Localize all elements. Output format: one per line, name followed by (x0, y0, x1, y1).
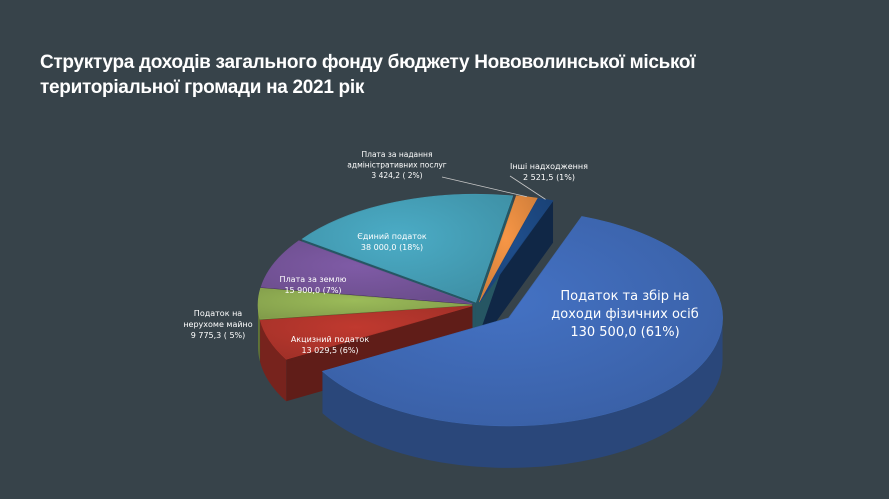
slice-label: Податок на нерухоме майно 9 775,3 ( 5%) (183, 309, 252, 340)
slice-label: Єдиний податок 38 000,0 (18%) (357, 232, 427, 252)
slice-label-name: Податок на (194, 309, 243, 318)
pie-slice (257, 287, 473, 320)
slice-value: 3 424,2 (371, 171, 402, 180)
slice-label-name: нерухоме майно (183, 320, 252, 329)
slice-label: Податок та збір на доходи фізичних осіб 13… (551, 289, 698, 340)
slice-label-name: Акцизний податок (291, 335, 369, 344)
slice-label-value: 130 500,0 (61%) (570, 325, 679, 340)
slice-percent: ( 5%) (224, 331, 245, 340)
slice-label: Акцизний податок 13 029,5 (6%) (291, 335, 369, 355)
slice-value: 13 029,5 (301, 346, 339, 355)
slice-label: Плата за землю 15 900,0 (7%) (280, 275, 347, 295)
slice-label: Інші надходження 2 521,5 (1%) (510, 162, 588, 182)
slice-percent: (1%) (556, 173, 575, 182)
slice-percent: (6%) (340, 346, 359, 355)
slice-label-value: 38 000,0 (18%) (361, 243, 423, 252)
slice-value: 38 000,0 (361, 243, 399, 252)
chart-title: Структура доходів загального фонду бюдже… (40, 50, 740, 100)
slice-label-value: 2 521,5 (1%) (523, 173, 575, 182)
leader-line (441, 176, 528, 198)
slice-label-value: 3 424,2 ( 2%) (371, 171, 422, 180)
slice-value: 130 500,0 (570, 325, 640, 340)
slice-percent: (7%) (323, 286, 342, 295)
slice-percent: ( 2%) (402, 171, 422, 180)
slice-label-name: Плата за землю (280, 275, 347, 284)
chart-title-line-2: територіальної громади на 2021 рік (40, 77, 365, 98)
slice-label-name: Єдиний податок (357, 232, 427, 241)
slice-value: 15 900,0 (284, 286, 322, 295)
slice-percent: (61%) (641, 325, 680, 340)
slice-label-name: Податок та збір на (560, 289, 689, 304)
slice-value: 9 775,3 (191, 331, 224, 340)
slice-label-value: 13 029,5 (6%) (301, 346, 358, 355)
slice-label-name: адміністративних послуг (347, 161, 446, 170)
pie-slice (259, 305, 473, 360)
pie-labels: Податок та збір на доходи фізичних осіб 13… (183, 150, 698, 355)
pie-slice (301, 193, 514, 303)
chart-title-line-1: Структура доходів загального фонду бюдже… (40, 52, 696, 73)
leader-line (509, 175, 546, 200)
pie-slice (321, 216, 723, 427)
pie-slice (479, 197, 554, 303)
slice-label-value: 15 900,0 (7%) (284, 286, 341, 295)
slice-label: Плата за надання адміністративних послуг3… (347, 150, 446, 180)
slice-label-name: Плата за надання (362, 150, 433, 159)
slice-value: 2 521,5 (523, 173, 556, 182)
slice-label-name: доходи фізичних осіб (551, 307, 698, 322)
pie-slice (260, 240, 473, 305)
pie-tops (257, 193, 723, 427)
pie-slice (479, 195, 538, 303)
slice-label-value: 9 775,3 ( 5%) (191, 331, 246, 340)
slice-label-name: Інші надходження (510, 162, 588, 171)
slice-percent: (18%) (399, 243, 423, 252)
